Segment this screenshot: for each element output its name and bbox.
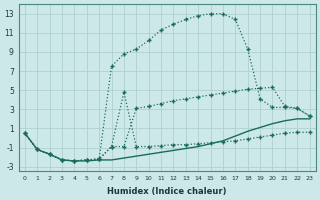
X-axis label: Humidex (Indice chaleur): Humidex (Indice chaleur) — [108, 187, 227, 196]
